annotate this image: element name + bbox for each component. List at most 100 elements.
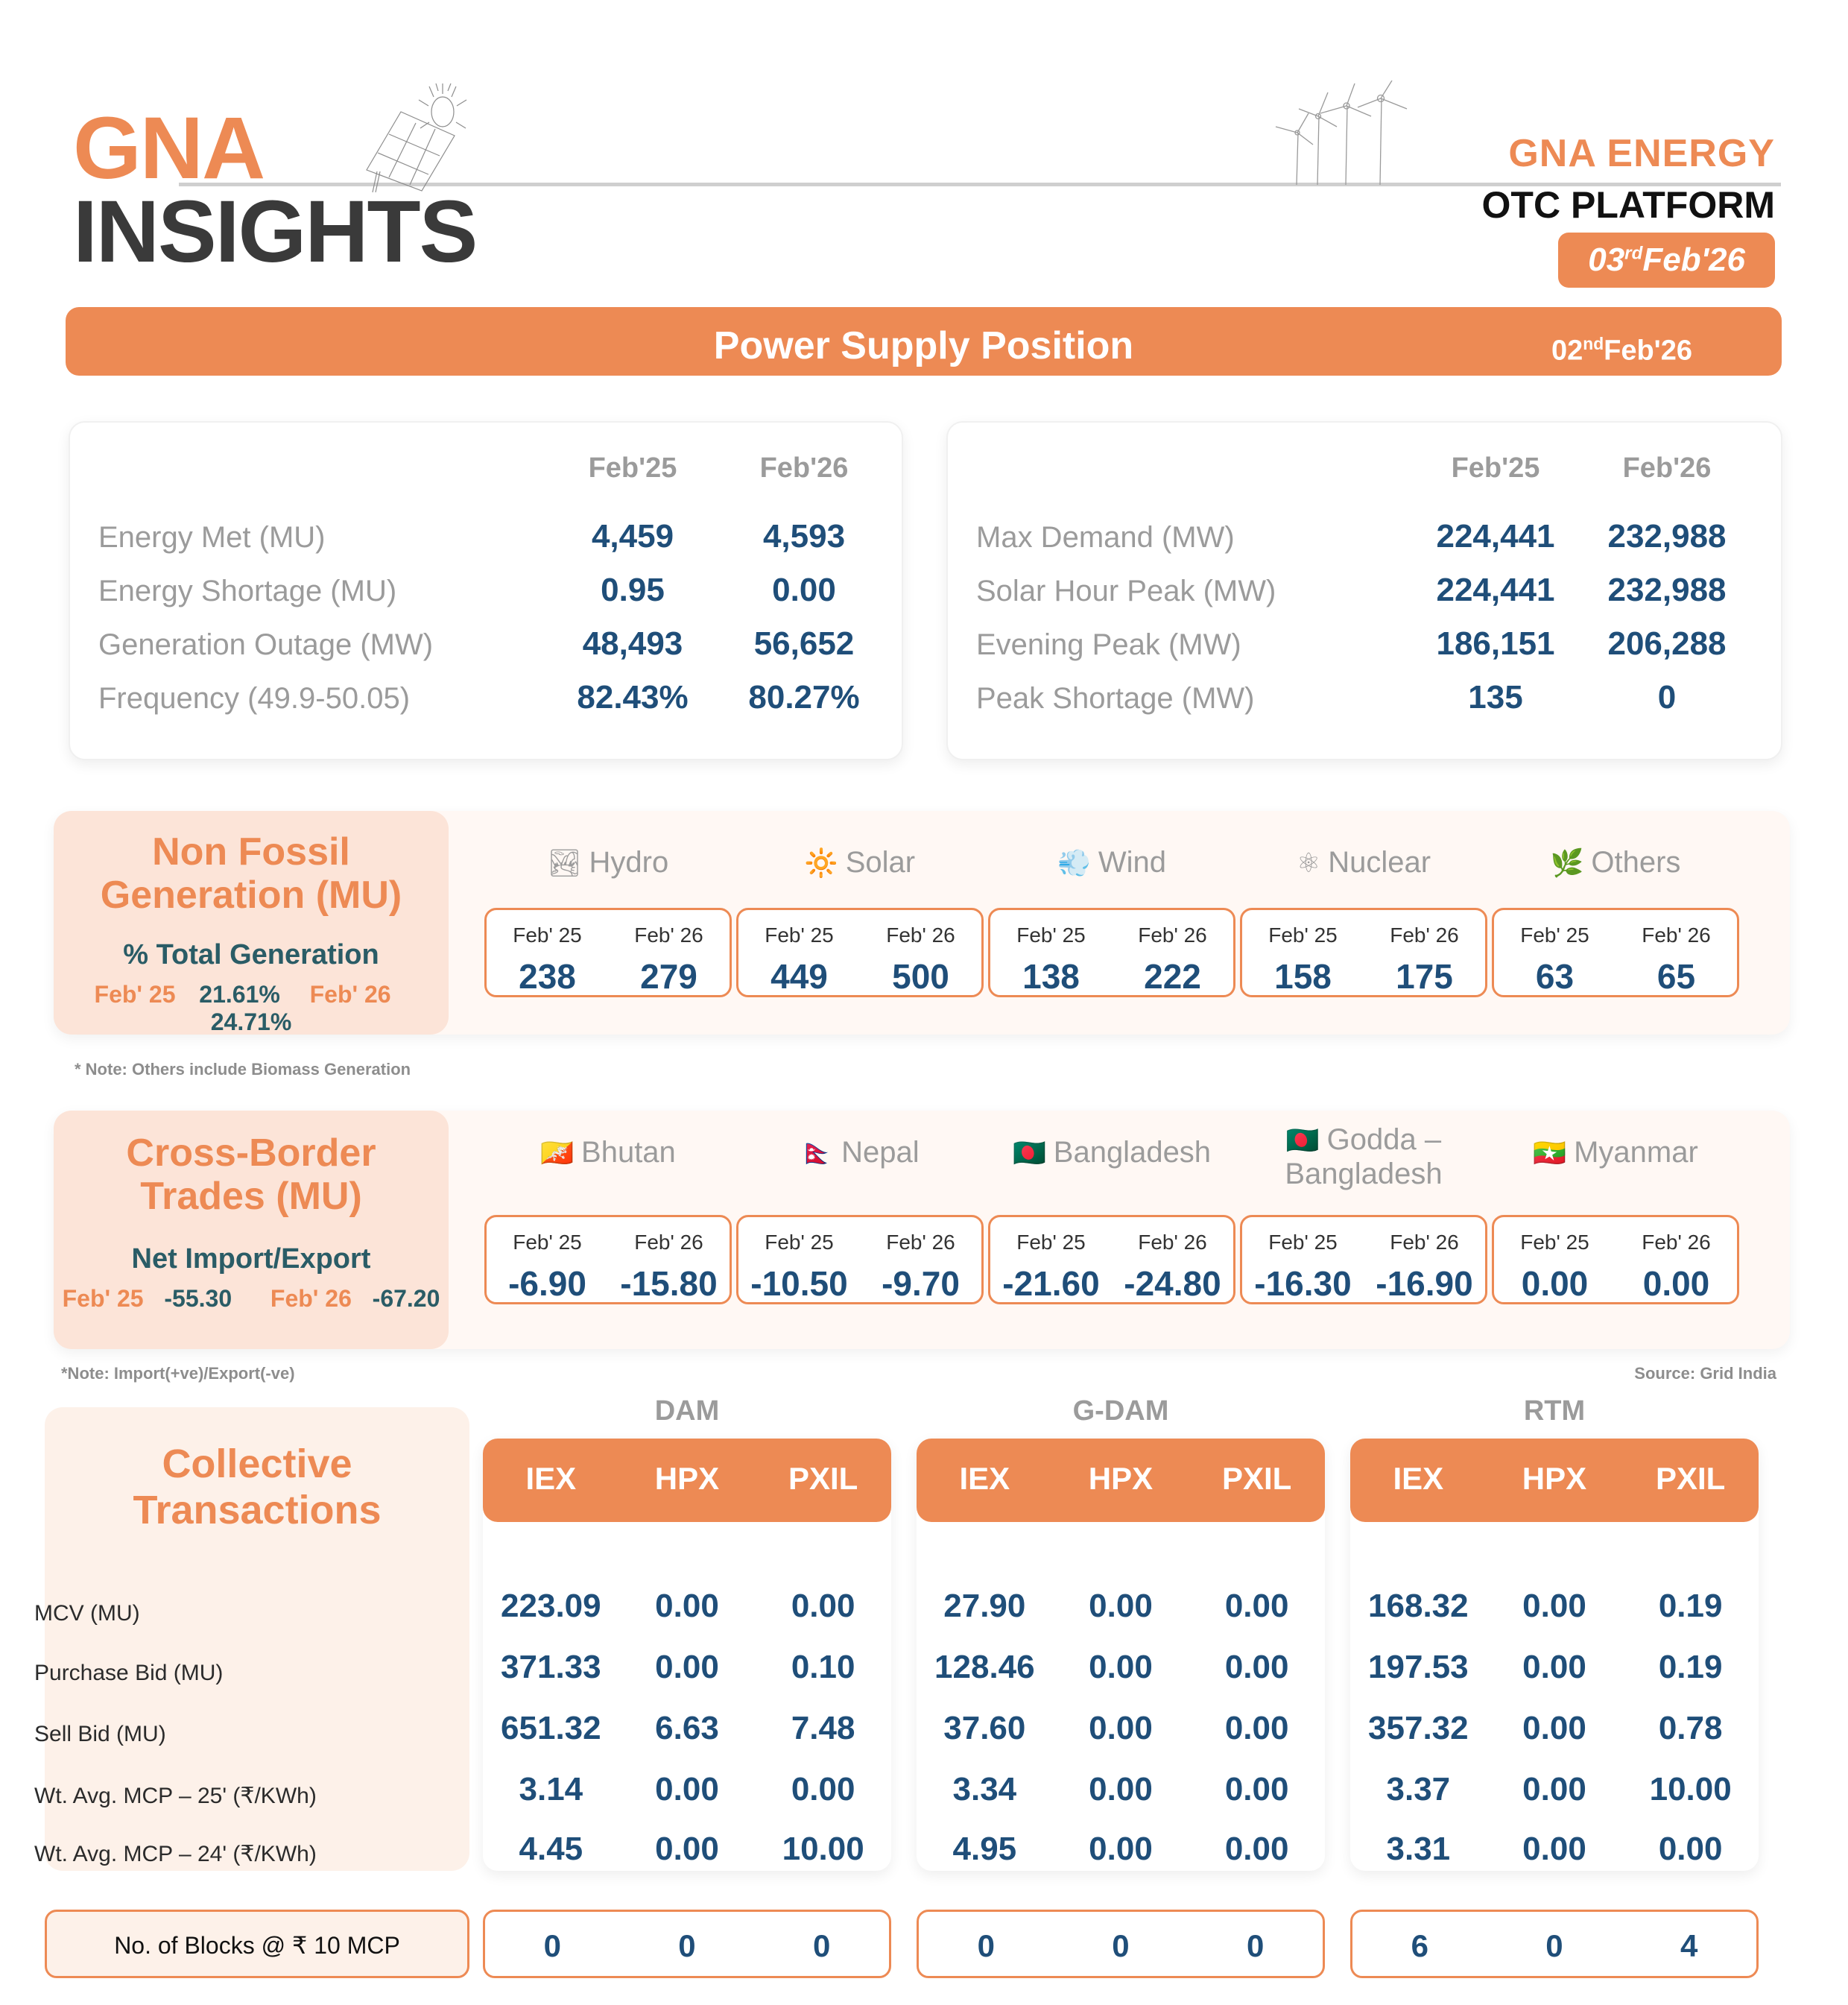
cross-border-year-label-1: Feb' 25 [765, 1231, 834, 1254]
demand-value-col1: 186,151 [1436, 625, 1555, 662]
market-value: 0.00 [1224, 1649, 1289, 1685]
market-value: 0.00 [1089, 1771, 1153, 1807]
cross-border-country-header: 🇳🇵 Nepal [736, 1136, 984, 1169]
blocks-box-g-dam: 0 0 0 [917, 1910, 1325, 1978]
market-value: 0.19 [1658, 1649, 1723, 1685]
demand-col-header-1: Feb'25 [1451, 452, 1540, 484]
flag-icon-bhutan: 🇧🇹 [540, 1137, 575, 1168]
non-fossil-value-2: 222 [1144, 957, 1201, 996]
cross-border-country-name: Bangladesh [1053, 1136, 1212, 1169]
cross-border-note: *Note: Import(+ve)/Export(-ve) [61, 1364, 295, 1383]
exchange-header-iex: IEX [525, 1461, 577, 1496]
market-value: 168.32 [1368, 1588, 1469, 1624]
flag-icon-bangladesh: 🇧🇩 [1012, 1137, 1046, 1168]
blocks-box-dam: 0 0 0 [483, 1910, 891, 1978]
market-value: 371.33 [501, 1649, 601, 1685]
collective-transactions-header-block: Collective Transactions [45, 1407, 469, 1871]
exchange-header-iex: IEX [959, 1461, 1010, 1496]
solar-icon: 🔆 [804, 847, 838, 878]
cross-border-year-label-2: Feb' 26 [886, 1231, 955, 1254]
non-fossil-value-1: 138 [1022, 957, 1080, 996]
market-value: 357.32 [1368, 1710, 1469, 1746]
non-fossil-value-1: 63 [1535, 957, 1575, 996]
non-fossil-year-label-1: Feb' 25 [1016, 923, 1086, 947]
solar-panel-icon [366, 83, 467, 193]
cross-border-year-label-2: Feb' 26 [1642, 1231, 1711, 1254]
non-fossil-source-header: 💨 Wind [988, 846, 1235, 880]
cross-border-trades-panel: Cross-Border Trades (MU) Net Import/Expo… [54, 1111, 1790, 1349]
banner-date-rest: Feb'26 [1604, 335, 1692, 367]
non-fossil-year-label-2: Feb' 26 [1390, 923, 1459, 947]
market-value: 0.19 [1658, 1588, 1723, 1624]
cross-border-country-name: Myanmar [1574, 1136, 1698, 1169]
section-title: Power Supply Position [713, 324, 1134, 367]
cross-border-country-header: 🇧🇩 Bangladesh [988, 1136, 1235, 1169]
non-fossil-source-box: Feb' 25 Feb' 26 238 279 [484, 908, 732, 997]
non-fossil-source-box: Feb' 25 Feb' 26 138 222 [988, 908, 1235, 997]
section-banner-power-supply: Power Supply Position 02ndFeb'26 [66, 307, 1782, 376]
energy-value-col1: 82.43% [577, 679, 689, 716]
hydro-icon: 🏞 [547, 847, 582, 878]
demand-row-label: Peak Shortage (MW) [976, 682, 1255, 715]
blocks-box-rtm: 6 0 4 [1350, 1910, 1759, 1978]
non-fossil-year-label-2: Feb' 26 [886, 923, 955, 947]
market-card-dam: IEX HPX PXIL [483, 1439, 891, 1871]
cross-border-value-1: 0.00 [1521, 1264, 1589, 1303]
market-table-header: IEX HPX PXIL [917, 1439, 1325, 1522]
non-fossil-year-label-2: Feb' 26 [1138, 923, 1207, 947]
exchange-header-hpx: HPX [1088, 1461, 1154, 1496]
cross-border-year-label-1: Feb' 25 [1268, 1231, 1338, 1254]
blocks-value: 6 [1411, 1928, 1428, 1963]
header-divider [179, 183, 1781, 186]
date-ordinal: rd [1624, 243, 1643, 264]
cross-border-year-label-1: Feb' 25 [513, 1231, 582, 1254]
exchange-header-pxil: PXIL [1655, 1461, 1726, 1496]
cross-border-totals: Feb' 25 -55.30 Feb' 26 -67.20 [61, 1285, 441, 1313]
market-card-rtm: IEX HPX PXIL [1350, 1439, 1759, 1871]
demand-col-header-2: Feb'26 [1622, 452, 1712, 484]
non-fossil-source-name: Nuclear [1328, 846, 1431, 879]
collective-row-label: Wt. Avg. MCP – 24' (₹/KWh) [34, 1842, 317, 1866]
non-fossil-value-1: 449 [770, 957, 828, 996]
market-value: 651.32 [501, 1710, 601, 1746]
energy-value-col2: 0.00 [772, 572, 836, 608]
cross-border-total-value-1: -55.30 [164, 1285, 232, 1312]
brand-name: GNA ENERGY [1508, 132, 1775, 175]
market-value: 0.00 [1522, 1588, 1586, 1624]
banner-date-ordinal: nd [1583, 334, 1604, 353]
market-name-dam: DAM [654, 1395, 720, 1427]
date-day: 03 [1588, 241, 1625, 278]
kpi-card-energy: Feb'25 Feb'26 Energy Met (MU) 4,459 4,593 Ene… [69, 421, 903, 760]
cross-border-value-1: -10.50 [750, 1264, 848, 1303]
cross-border-country-box: Feb' 25 Feb' 26 -16.30 -16.90 [1240, 1215, 1487, 1304]
market-value: 3.31 [1386, 1831, 1451, 1867]
market-value: 4.95 [952, 1831, 1017, 1867]
market-value: 0.00 [1522, 1831, 1586, 1867]
cross-border-country-box: Feb' 25 Feb' 26 -6.90 -15.80 [484, 1215, 732, 1304]
demand-value-col2: 232,988 [1607, 518, 1727, 555]
nuclear-icon: ⚛ [1296, 847, 1321, 878]
flag-icon-nepal: 🇳🇵 [800, 1137, 835, 1168]
cross-border-year-label-1: Feb' 25 [1520, 1231, 1589, 1254]
energy-row-label: Frequency (49.9-50.05) [98, 682, 411, 715]
exchange-header-hpx: HPX [1522, 1461, 1587, 1496]
flag-icon-myanmar: 🇲🇲 [1533, 1137, 1567, 1168]
exchange-header-iex: IEX [1393, 1461, 1444, 1496]
market-value: 0.00 [1089, 1831, 1153, 1867]
cross-border-subtitle: Net Import/Export [131, 1243, 371, 1275]
non-fossil-year-label-1: Feb' 25 [765, 923, 834, 947]
energy-value-col2: 56,652 [753, 625, 855, 662]
market-value: 3.34 [952, 1771, 1017, 1807]
cross-border-title-line1: Cross-Border [126, 1131, 376, 1175]
market-value: 0.00 [1224, 1771, 1289, 1807]
non-fossil-subtitle: % Total Generation [123, 939, 379, 970]
cross-border-year-label-2: Feb' 26 [634, 1231, 703, 1254]
blocks-value: 4 [1680, 1928, 1698, 1963]
non-fossil-title-line1: Non Fossil [152, 830, 350, 874]
cross-border-title-line2: Trades (MU) [140, 1175, 362, 1219]
non-fossil-source-name: Wind [1098, 846, 1166, 879]
non-fossil-totals: Feb' 25 21.61% Feb' 26 24.71% [61, 981, 441, 1036]
blocks-value: 0 [1246, 1928, 1265, 1963]
market-value: 0.00 [1522, 1649, 1586, 1685]
